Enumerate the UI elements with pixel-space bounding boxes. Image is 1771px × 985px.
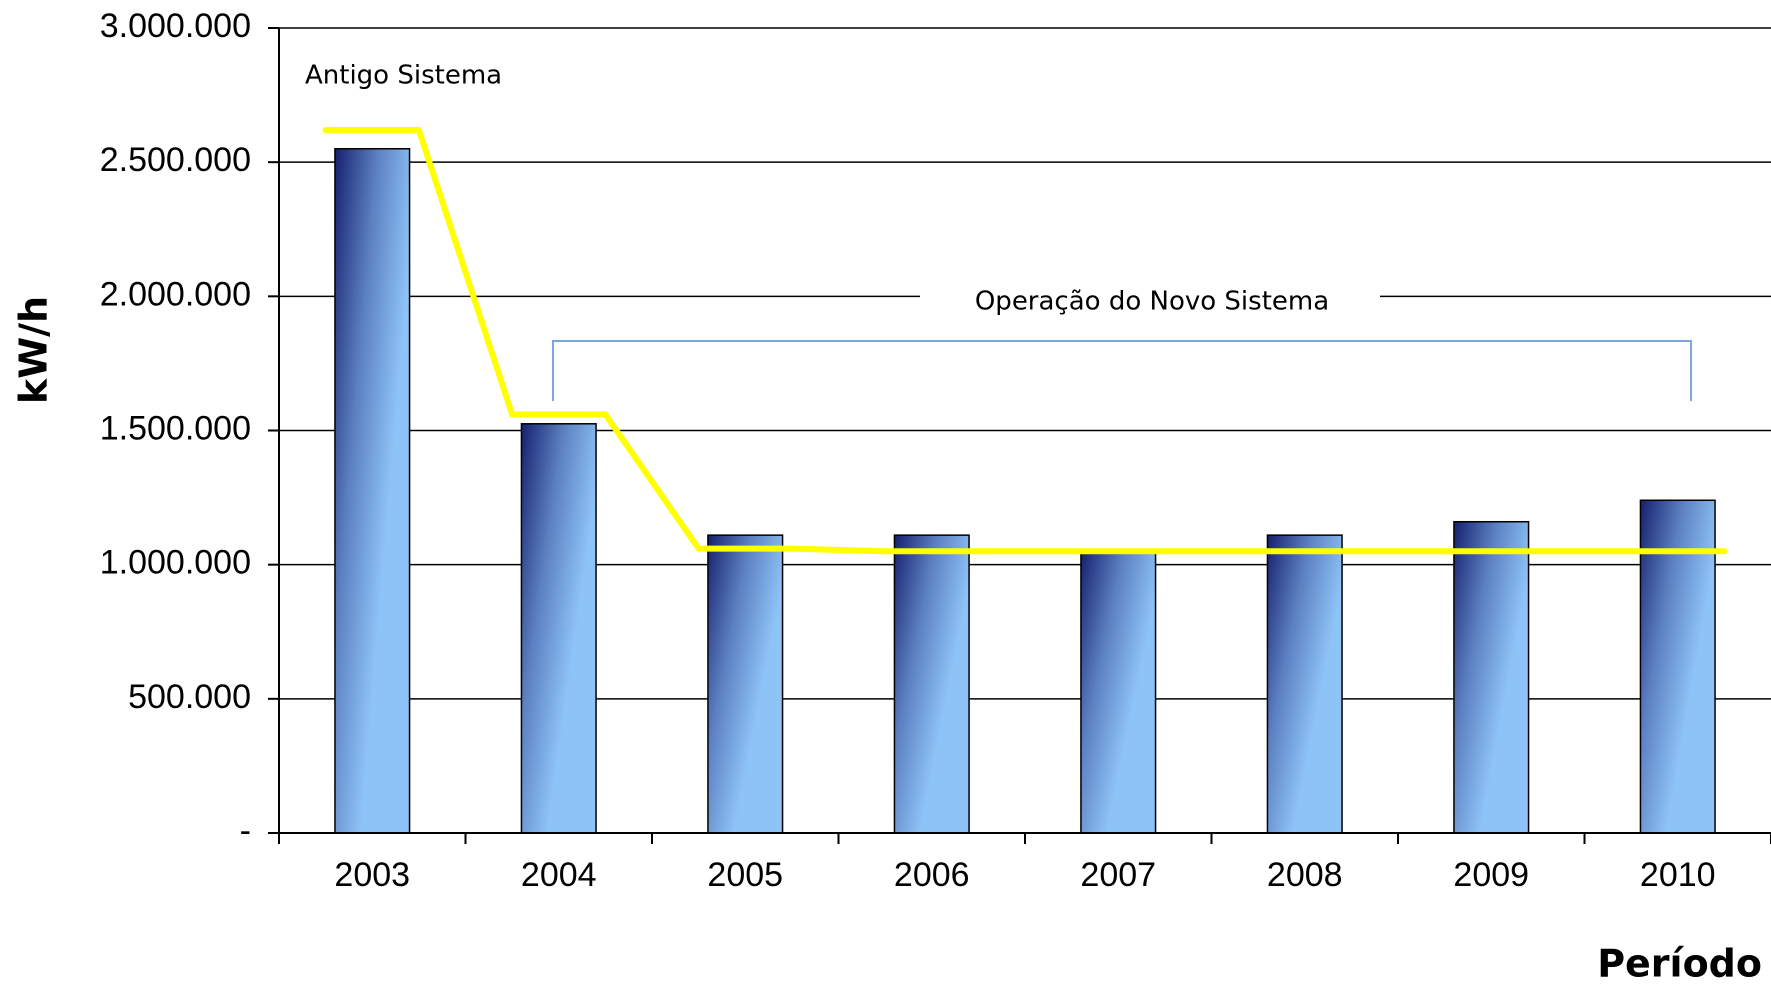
x-tick-label: 2004 <box>521 856 597 894</box>
line-connector <box>415 126 516 418</box>
x-axis-title: Período <box>1597 942 1762 985</box>
x-tick-label: 2005 <box>707 856 783 894</box>
y-tick-label: - <box>240 812 251 850</box>
bracket <box>552 340 1692 401</box>
y-tick-label: 2.500.000 <box>100 141 251 179</box>
label-background <box>920 280 1380 326</box>
bar <box>1080 550 1157 834</box>
x-tick-label: 2008 <box>1267 856 1343 894</box>
bar <box>893 534 970 834</box>
y-tick-label: 2.000.000 <box>100 275 251 313</box>
y-tick-label: 1.000.000 <box>100 544 251 582</box>
y-axis-title: kW/h <box>12 296 56 404</box>
annotation: Antigo Sistema <box>305 61 502 91</box>
y-tick-label: 500.000 <box>128 678 251 716</box>
x-tick-label: 2010 <box>1640 856 1716 894</box>
annotation: Operação do Novo Sistema <box>975 287 1329 317</box>
x-tick-label: 2009 <box>1453 856 1529 894</box>
y-tick-label: 3.000.000 <box>100 7 251 45</box>
bar <box>334 148 411 834</box>
line-connector <box>602 411 702 552</box>
bar <box>520 423 597 834</box>
x-tick-label: 2003 <box>334 856 410 894</box>
line-connector <box>788 545 889 555</box>
y-tick-label: 1.500.000 <box>100 409 251 447</box>
x-tick-label: 2007 <box>1080 856 1156 894</box>
bar <box>707 534 784 834</box>
x-tick-label: 2006 <box>894 856 970 894</box>
bar <box>1453 520 1530 834</box>
bar <box>1266 534 1343 834</box>
